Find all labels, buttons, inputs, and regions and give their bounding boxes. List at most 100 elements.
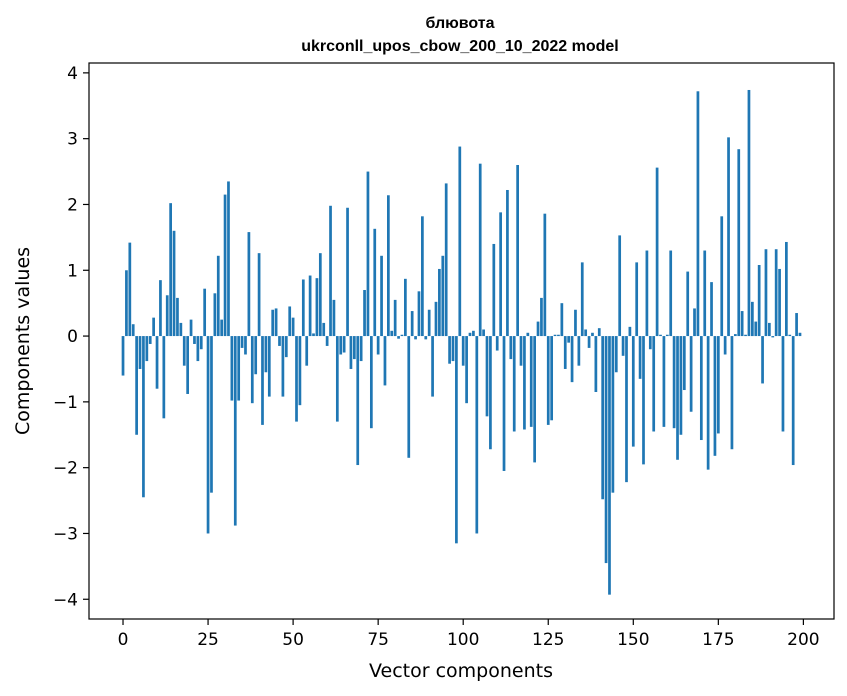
bar <box>322 322 326 337</box>
y-tick-label: 3 <box>67 130 78 150</box>
bar <box>699 336 703 441</box>
y-tick-label: 2 <box>67 195 78 215</box>
bar <box>128 242 132 337</box>
y-tick-label: −2 <box>53 459 78 479</box>
bar <box>489 336 492 450</box>
bar <box>546 336 550 425</box>
bar <box>369 336 373 429</box>
bar <box>451 336 455 362</box>
bar <box>407 336 411 458</box>
bar <box>199 336 203 350</box>
y-tick-label: −3 <box>53 524 78 544</box>
bar <box>278 336 281 346</box>
bar <box>506 189 509 337</box>
bar <box>461 336 465 366</box>
bar <box>165 295 169 337</box>
bar <box>665 334 669 337</box>
bar <box>414 336 417 340</box>
bar <box>417 291 421 337</box>
bar <box>604 336 608 564</box>
bar <box>523 336 526 430</box>
bar <box>512 336 516 432</box>
bar <box>393 299 397 337</box>
x-tick-label: 200 <box>787 630 819 650</box>
bar <box>597 328 601 337</box>
bar <box>121 336 125 376</box>
bar <box>169 203 172 337</box>
bar <box>519 336 523 366</box>
bar <box>638 336 642 379</box>
bar <box>359 336 363 362</box>
bar <box>713 336 717 456</box>
bar <box>305 336 309 366</box>
bar <box>754 321 758 337</box>
bar <box>182 336 186 366</box>
bar <box>733 334 737 337</box>
bar <box>240 336 244 348</box>
x-tick-label: 0 <box>118 630 129 650</box>
bar <box>737 149 741 337</box>
bar <box>608 336 611 595</box>
bar <box>614 336 618 373</box>
bar <box>543 213 547 337</box>
bar <box>791 336 795 466</box>
bar <box>727 137 730 337</box>
bar <box>145 336 149 362</box>
bar <box>686 271 690 337</box>
bar <box>427 309 431 337</box>
bar <box>472 330 475 337</box>
bar <box>349 336 353 369</box>
bar <box>509 336 513 360</box>
bar <box>788 334 792 337</box>
bar <box>482 329 485 337</box>
bar <box>720 216 724 337</box>
bar <box>431 336 434 397</box>
bar <box>682 336 686 391</box>
bar <box>580 262 584 337</box>
y-tick-label: 1 <box>67 261 78 281</box>
bar <box>679 336 683 435</box>
bar <box>478 163 482 337</box>
bar <box>747 89 751 337</box>
bar <box>540 297 543 337</box>
bar <box>584 329 588 337</box>
bar <box>206 336 210 534</box>
bar <box>751 301 754 337</box>
bar <box>798 332 802 337</box>
bar <box>455 336 458 544</box>
bar <box>662 336 666 427</box>
bar <box>179 322 183 337</box>
bar <box>424 336 428 340</box>
bar <box>421 216 424 337</box>
bar <box>155 336 159 389</box>
bar <box>778 268 781 337</box>
x-tick-label: 150 <box>617 630 649 650</box>
bar <box>400 334 404 337</box>
bar <box>216 255 220 337</box>
bar <box>495 336 499 351</box>
bar <box>689 336 693 412</box>
bar <box>465 336 468 404</box>
bar <box>312 333 315 337</box>
bar <box>318 253 322 337</box>
bar <box>148 336 152 344</box>
bar <box>196 336 200 362</box>
bar <box>781 336 785 432</box>
bar <box>237 336 241 401</box>
bar <box>468 332 472 337</box>
bar <box>672 336 676 429</box>
bar <box>648 336 652 350</box>
bar <box>271 309 275 337</box>
bar <box>533 336 536 463</box>
bar <box>390 330 394 337</box>
bar <box>659 334 662 337</box>
bar <box>383 336 387 386</box>
bar <box>250 336 254 404</box>
bar <box>740 311 744 337</box>
bar <box>771 336 775 338</box>
bar <box>631 336 635 447</box>
bar <box>635 262 639 337</box>
bar <box>227 181 230 337</box>
bar <box>434 301 438 337</box>
bar <box>346 207 349 337</box>
